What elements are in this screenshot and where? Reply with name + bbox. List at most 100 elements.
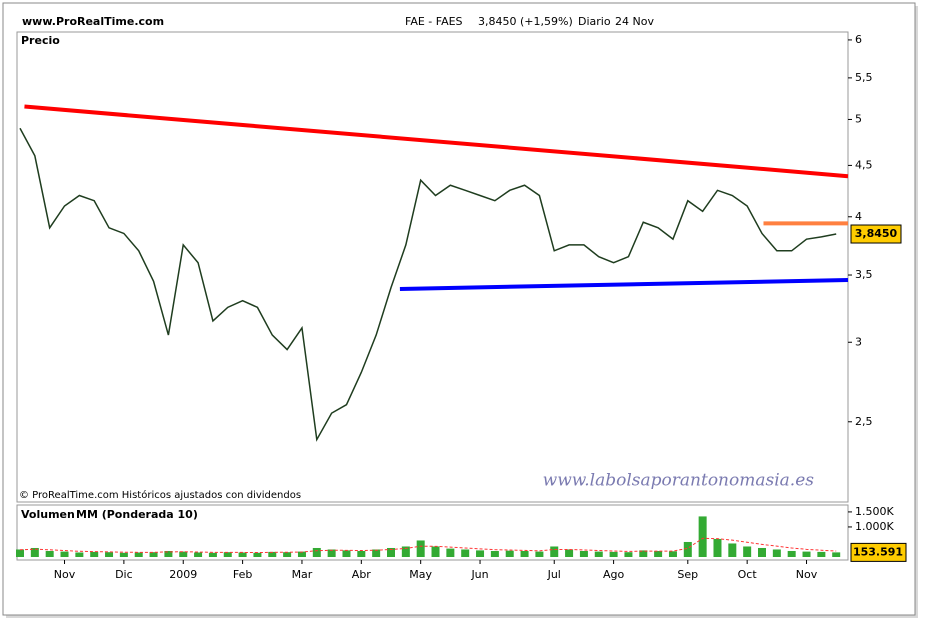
last-volume-label: 153.591 [853,545,903,558]
volume-bar [312,547,321,557]
volume-bar [357,550,366,557]
price-panel [16,31,849,503]
x-tick-label: Abr [352,568,372,581]
volume-bar [520,550,529,557]
volume-bar [90,551,99,557]
volume-bar [654,550,663,557]
panel-label: Precio [21,34,60,47]
y-tick-label: 3,5 [855,268,873,281]
y-tick-label: 2,5 [855,415,873,428]
volume-bar [565,549,574,557]
volume-bar [194,552,203,557]
trend-line [24,104,849,179]
chart-title: FAE - FAES [405,15,463,28]
volume-bar [609,551,618,557]
volume-bar [579,550,588,557]
price-line [19,127,837,442]
volume-bar [253,552,262,557]
volume-bar [802,551,811,557]
volume-bar [683,541,692,557]
y-tick-label: 6 [855,33,862,46]
moving-average [19,537,837,554]
x-tick-label: May [409,568,432,581]
volume-bar [283,552,292,557]
volume-bar [223,552,232,557]
volume-bar [461,549,470,557]
last-price-label: 3,8450 [855,227,898,240]
volume-bar [342,550,351,557]
volume-bar [624,552,633,557]
volume-bar [268,551,277,557]
x-tick-label: Sep [677,568,698,581]
volume-bar [668,551,677,557]
volume-bar [728,543,737,557]
volume-bar [817,551,826,557]
volume-bar [387,547,395,557]
watermark: www.labolsaporantonomasia.es [543,471,815,491]
volume-bar [416,540,425,557]
volume-bar [45,550,54,557]
volume-bar [594,551,603,557]
volume-bar [75,552,84,557]
period: Diario [578,15,611,28]
volume-bar [327,549,336,557]
y-tick-label: 4,5 [855,158,873,171]
volume-bar [164,550,173,557]
volume-bar [297,551,306,557]
volume-bar [550,546,559,557]
volume-bar [758,547,766,557]
quote: 3,8450 (+1,59%) [478,15,573,28]
volume-bar [772,549,781,557]
y-tick-label: 4 [855,210,862,223]
volume-bar [134,552,143,557]
last-price-box [850,224,902,244]
volume-bar [119,552,128,557]
volume-bar [372,549,381,557]
x-tick-label: Nov [796,568,818,581]
x-tick-label: Mar [292,568,313,581]
last-volume-box [850,542,907,562]
x-tick-label: Nov [54,568,76,581]
volume-bar [476,550,485,557]
volume-bar [505,550,514,557]
y-tick-label: 3 [855,335,862,348]
volume-bar [149,552,158,557]
footnote: © ProRealTime.com Históricos ajustados c… [19,489,301,501]
y-tick-label: 5,5 [855,71,873,84]
volume-bar [238,552,247,557]
y-tick-label: 1.000K [855,520,894,533]
volume-bar [16,549,24,557]
volume-bar [60,551,69,557]
y-tick-label: 5 [855,112,862,125]
volume-bar [787,550,796,557]
x-tick-label: 2009 [169,568,197,581]
x-tick-label: Ago [603,568,625,581]
volume-bar [743,546,752,557]
volume-bar [179,551,188,557]
volume-bar [446,548,455,557]
volume-bar [401,546,410,557]
volume-bar [713,538,722,557]
x-tick-label: Dic [115,568,133,581]
legend-entry: Volumen [21,508,75,521]
volume-bar [431,546,440,557]
x-tick-label: Jun [470,568,488,581]
volume-bar [30,547,39,557]
x-tick-label: Oct [738,568,758,581]
volume-bar [490,550,499,557]
volume-bar [832,552,841,557]
x-tick-label: Feb [233,568,252,581]
volume-bar [639,550,648,557]
volume-bar [535,551,544,557]
date: 24 Nov [615,15,654,28]
volume-bar [208,552,217,557]
source: www.ProRealTime.com [22,15,164,28]
x-tick-label: Jul [547,568,561,581]
volume-bar [105,552,114,557]
y-tick-label: 1.500K [855,505,894,518]
trend-line [399,278,849,291]
volume-bar [698,516,707,557]
legend-entry: MM (Ponderada 10) [76,508,198,521]
